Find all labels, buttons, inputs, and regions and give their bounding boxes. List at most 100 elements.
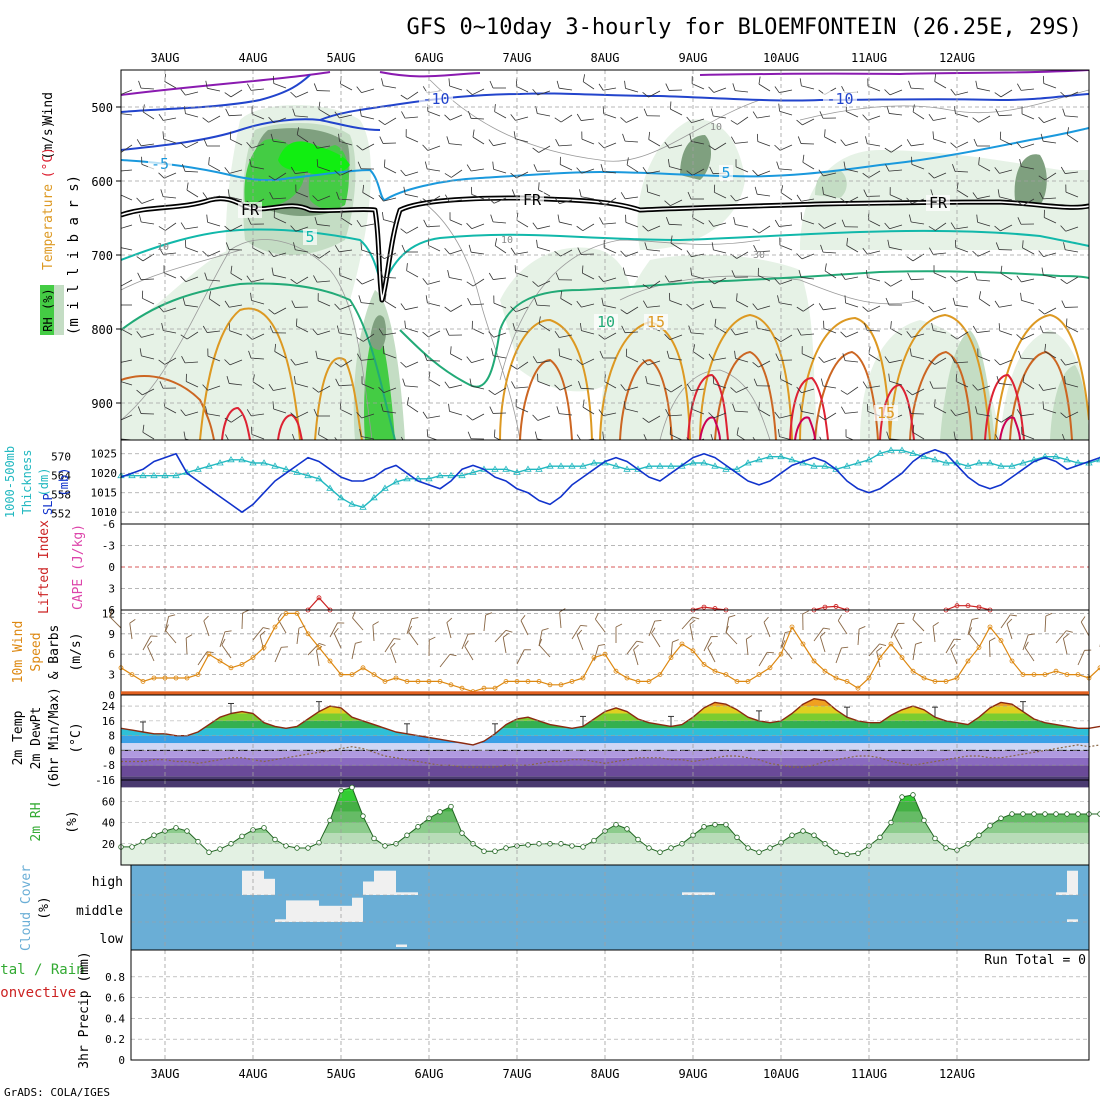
wind-barb	[1060, 91, 1079, 98]
wind-barb-flag	[180, 275, 187, 282]
wind-barb-shaft	[912, 431, 925, 440]
wind-barb-flag	[1062, 108, 1066, 116]
wind-barb-flag	[268, 175, 276, 181]
wind-barb-shaft	[296, 134, 309, 143]
cloud-block	[286, 900, 319, 922]
wind-barb	[730, 386, 749, 393]
wind-barb	[664, 141, 683, 149]
wind-barb-shaft	[537, 247, 551, 252]
surface-wind-barb-flag	[746, 635, 753, 640]
wind-barb-shaft	[581, 138, 595, 145]
wind-barb-flag	[601, 297, 604, 306]
wind-barb	[665, 408, 683, 417]
wind-barb	[977, 348, 991, 362]
wind-barb-shaft	[999, 383, 1013, 386]
wind-barb-shaft	[890, 279, 903, 287]
wind-barb	[271, 267, 287, 279]
wind-barb-shaft	[230, 224, 243, 232]
wind-barb-flag	[822, 186, 824, 195]
wind-barb-shaft	[736, 434, 749, 440]
wind-barb	[318, 101, 331, 117]
wind-barb-shaft	[165, 222, 177, 231]
surface-wind-barb-flag	[897, 622, 905, 624]
wind-barb-flag	[293, 376, 296, 384]
wind-barb	[757, 267, 771, 282]
wind-barb-flag	[670, 101, 672, 110]
isotherm-green	[121, 270, 1089, 440]
wind-barb-flag	[533, 164, 538, 172]
wind-barb-shaft	[384, 117, 397, 126]
wind-barb-flag	[912, 424, 915, 433]
wind-barb-flag	[646, 184, 649, 193]
wind-barb	[538, 316, 551, 332]
wind-barb	[1040, 133, 1057, 144]
wind-barb-shaft	[537, 225, 551, 230]
wind-barb-flag	[735, 159, 737, 167]
cape-point	[954, 603, 960, 609]
wind-barb	[202, 115, 221, 123]
wind-barb-shaft	[185, 411, 199, 416]
rh-light-area	[500, 247, 634, 392]
surface-wind-barb-flag	[393, 638, 401, 640]
wind-barb	[494, 104, 507, 119]
wind-barb-shaft	[999, 304, 1013, 308]
wind-barb-shaft	[648, 90, 661, 98]
rh-label: 10	[157, 242, 169, 253]
surface-wind-barb-flag	[633, 644, 639, 650]
wind-barb-flag	[576, 167, 583, 174]
wind-barb-flag	[423, 353, 428, 361]
wind-barb-flag	[449, 212, 451, 220]
surface-wind-barb-shaft	[241, 612, 244, 630]
wind-barb-flag	[202, 192, 208, 199]
wind-barb-flag	[356, 219, 362, 227]
wind-barb	[489, 80, 506, 89]
wind-barb	[578, 381, 595, 390]
wind-barb-shaft	[163, 138, 177, 144]
wind-barb-shaft	[339, 249, 353, 253]
wind-barb	[356, 143, 375, 151]
wind-barb-shaft	[295, 361, 309, 366]
wind-barb-flag	[840, 139, 846, 146]
wind-barb-shaft	[515, 406, 529, 413]
wind-barb	[818, 222, 837, 229]
wind-barb-shaft	[647, 170, 661, 174]
wind-speed-point	[261, 645, 267, 650]
wind-barb-shaft	[691, 388, 705, 391]
wind-barb	[736, 293, 749, 308]
wind-barb-flag	[1063, 242, 1066, 250]
wind-barb	[554, 114, 573, 123]
wind-barb-shaft	[669, 144, 683, 149]
wind-barb-shaft	[274, 307, 287, 315]
wind-barb	[406, 397, 419, 413]
temperature-axis-label: Temperature	[41, 184, 56, 270]
wind-barb	[488, 139, 507, 147]
wind-barb-flag	[976, 214, 978, 223]
wind-barb-shaft	[252, 333, 265, 340]
bottom-date-label: 11AUG	[851, 1067, 887, 1081]
wind-barb-shaft	[779, 279, 793, 285]
surface-wind-barb-shaft	[185, 637, 188, 655]
wind-barb-shaft	[251, 143, 265, 149]
wind-barb-flag	[686, 303, 693, 310]
wind-barb-flag	[532, 147, 539, 153]
wind-barb-shaft	[912, 388, 925, 396]
wind-barb-flag	[470, 186, 473, 195]
wind-barb	[360, 242, 375, 255]
rh-point	[668, 845, 674, 851]
rh-dark-area	[370, 315, 387, 350]
wind-barb-flag	[624, 80, 626, 89]
wind-barb-shaft	[757, 305, 771, 310]
wind-speed-point	[932, 679, 938, 684]
cape-line	[307, 597, 331, 611]
wind-barb	[1061, 300, 1079, 308]
wind-barb-shaft	[230, 272, 243, 281]
wind-barb	[906, 388, 925, 396]
wind-speed-point	[998, 638, 1004, 643]
wind-barb-shaft	[912, 297, 925, 305]
rh-point	[844, 851, 850, 858]
wind-speed-point	[987, 624, 993, 630]
wind-barb-shaft	[296, 325, 309, 333]
wind-speed-point	[481, 685, 487, 691]
wind-barb-shaft	[382, 276, 397, 279]
wind-barb-shaft	[1000, 224, 1013, 232]
